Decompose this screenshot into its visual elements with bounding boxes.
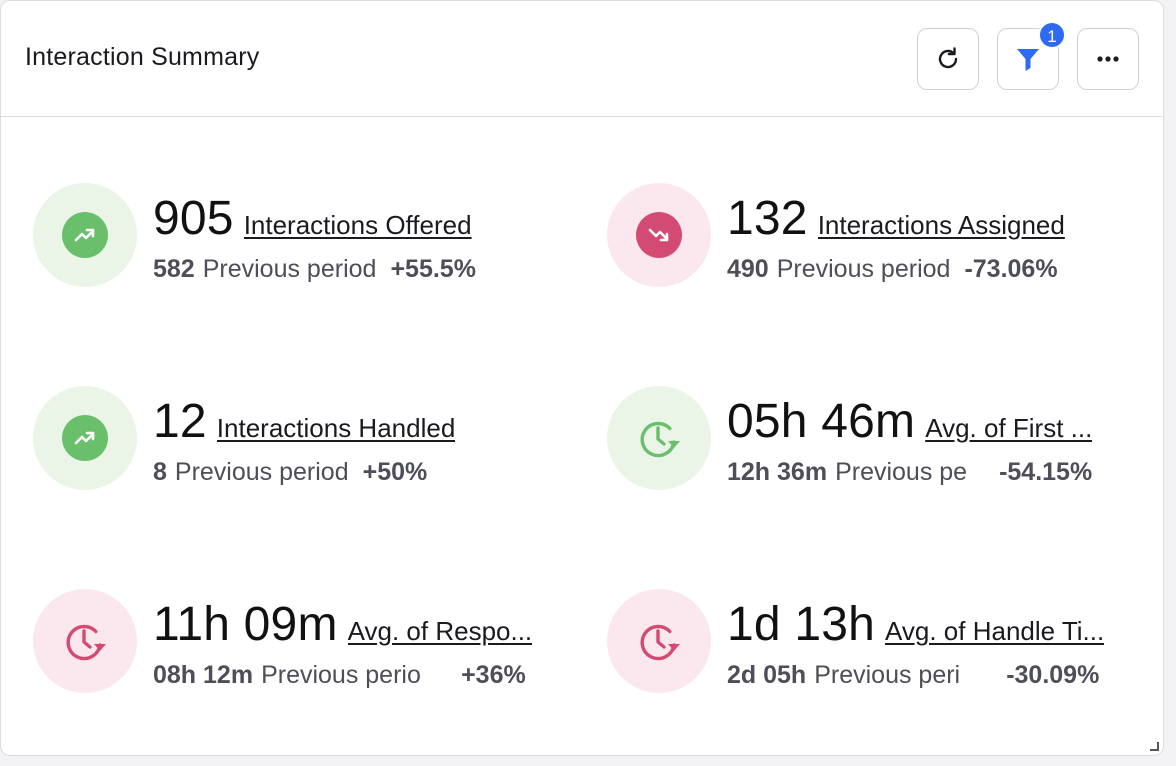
change-percent: -30.09% — [1006, 661, 1100, 689]
clock-icon — [640, 421, 680, 458]
metric-interactions-handled: 12 Interactions Handled 8 Previous perio… — [33, 386, 573, 496]
trend-up-icon — [62, 415, 108, 461]
metric-icon-container — [33, 589, 137, 693]
refresh-button[interactable] — [917, 28, 979, 90]
metric-avg-handle-time: 1d 13h Avg. of Handle Ti... 2d 05h Previ… — [607, 589, 1147, 699]
widget-header: Interaction Summary 1 — [1, 1, 1163, 117]
filter-icon — [1017, 49, 1039, 71]
more-icon — [1097, 56, 1119, 62]
previous-period-value: 582 — [153, 255, 195, 283]
metric-icon-container — [607, 589, 711, 693]
metric-value: 12 — [153, 395, 207, 448]
metric-value: 05h 46m — [727, 395, 916, 448]
clock-icon — [66, 624, 106, 661]
trend-up-icon — [62, 212, 108, 258]
metric-value: 132 — [727, 192, 808, 245]
previous-period-label: Previous perio — [261, 661, 421, 689]
metric-label-link[interactable]: Interactions Offered — [243, 210, 472, 240]
widget-title: Interaction Summary — [25, 43, 260, 71]
change-percent: +50% — [362, 458, 428, 486]
change-percent: -73.06% — [964, 255, 1058, 283]
previous-period-value: 8 — [153, 458, 167, 486]
metric-icon-container — [607, 386, 711, 490]
refresh-icon — [938, 47, 958, 69]
change-percent: +36% — [461, 661, 526, 689]
resize-handle-icon[interactable] — [1149, 741, 1159, 751]
previous-period-value: 2d 05h — [727, 661, 807, 689]
metric-avg-first-response: 05h 46m Avg. of First ... 12h 36m Previo… — [607, 386, 1147, 496]
metric-label-link[interactable]: Interactions Handled — [216, 413, 456, 443]
previous-period-value: 12h 36m — [727, 458, 828, 486]
metric-icon-container — [33, 386, 137, 490]
change-percent: +55.5% — [390, 255, 476, 283]
previous-period-value: 490 — [727, 255, 769, 283]
metric-value: 1d 13h — [727, 598, 876, 651]
trend-down-icon — [636, 212, 682, 258]
metric-interactions-offered: 905 Interactions Offered 582 Previous pe… — [33, 183, 573, 293]
previous-period-label: Previous peri — [814, 661, 961, 689]
clock-icon — [640, 624, 680, 661]
metric-interactions-assigned: 132 Interactions Assigned 490 Previous p… — [607, 183, 1147, 293]
metric-value: 905 — [153, 192, 234, 245]
metric-icon-container — [607, 183, 711, 287]
previous-period-label: Previous period — [776, 255, 951, 283]
metric-label-link[interactable]: Interactions Assigned — [817, 210, 1065, 240]
filter-button[interactable]: 1 — [997, 21, 1066, 90]
previous-period-label: Previous period — [174, 458, 349, 486]
metric-value: 11h 09m — [153, 598, 338, 651]
metric-label-link[interactable]: Avg. of First ... — [925, 413, 1093, 443]
metric-label-link[interactable]: Avg. of Handle Ti... — [885, 616, 1105, 646]
metric-label-link[interactable]: Avg. of Respo... — [347, 616, 533, 646]
filter-count-badge: 1 — [1038, 21, 1066, 49]
metric-avg-response-time: 11h 09m Avg. of Respo... 08h 12m Previou… — [33, 589, 573, 699]
change-percent: -54.15% — [999, 458, 1093, 486]
metric-icon-container — [33, 183, 137, 287]
previous-period-label: Previous period — [202, 255, 377, 283]
previous-period-value: 08h 12m — [153, 661, 254, 689]
more-options-button[interactable] — [1077, 28, 1139, 90]
interaction-summary-widget: Interaction Summary 1 — [0, 0, 1164, 756]
previous-period-label: Previous pe — [835, 458, 968, 486]
